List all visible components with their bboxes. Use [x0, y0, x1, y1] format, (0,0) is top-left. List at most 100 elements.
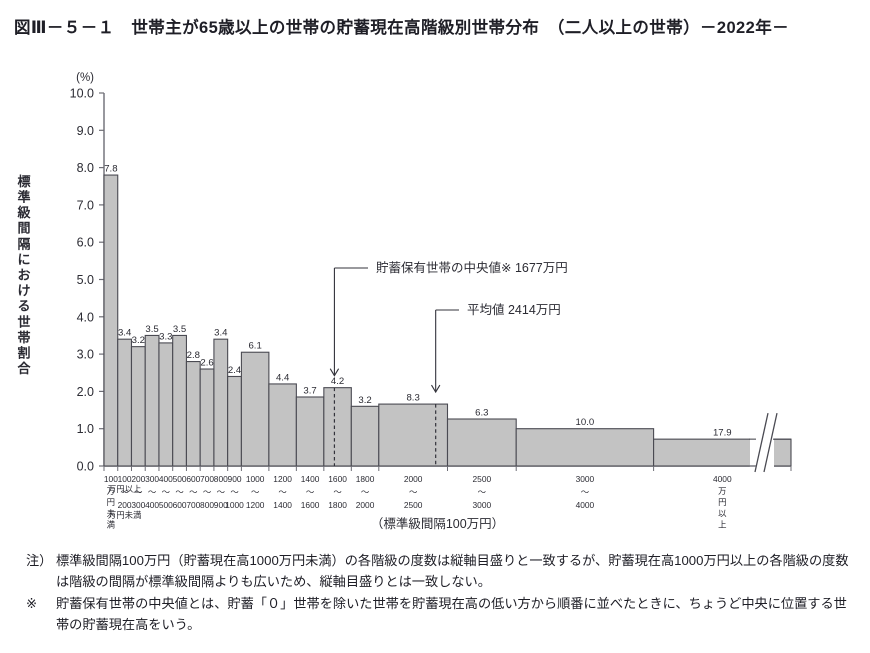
x-axis-tick-label: 300: [131, 500, 145, 510]
y-axis-title-char: に: [17, 252, 30, 267]
y-axis-title-char: 級: [16, 205, 31, 220]
bar-value-label: 8.3: [406, 393, 419, 404]
x-axis-tick-range-mark: 〜: [278, 487, 287, 497]
axis-break-slash: [763, 413, 778, 473]
bar: [130, 346, 146, 467]
median-annotation-label: 貯蓄保有世帯の中央値※ 1677万円: [376, 260, 568, 275]
x-axis-tick-sublabel: 万円以上: [108, 484, 142, 494]
y-axis-tick-label: 7.0: [77, 198, 94, 212]
x-axis-tick-range-mark: 〜: [162, 487, 171, 497]
x-axis-tick-label: 100: [118, 474, 132, 484]
figure-title: 図Ⅲ－５－１ 世帯主が65歳以上の世帯の貯蓄現在高階級別世帯分布 （二人以上の世…: [14, 19, 790, 37]
bar: [323, 387, 352, 467]
x-axis-tick-label: 1600: [301, 500, 320, 510]
x-axis-tick-label-char: 万: [718, 486, 726, 496]
bar-value-label: 3.5: [145, 324, 158, 335]
x-axis-tick-range-mark: 〜: [189, 487, 198, 497]
y-axis-title-char: 隔: [17, 236, 30, 251]
bar: [213, 338, 229, 467]
x-axis-tick-label: 500: [173, 474, 187, 484]
bar-value-label: 6.3: [475, 408, 488, 419]
x-axis-tick-label: 800: [200, 500, 214, 510]
note-row: 注） 標準級間隔100万円（貯蓄現在高1000万円未満）の各階級の度数は縦軸目盛…: [26, 551, 850, 593]
x-axis-tick-range-mark: 〜: [581, 487, 590, 497]
x-axis-tick-label: 600: [173, 500, 187, 510]
x-axis-tick-label: 4000: [576, 500, 595, 510]
bar: [350, 405, 380, 467]
bar-value-label: 4.4: [276, 372, 290, 383]
x-axis-tick-range-mark: 〜: [333, 487, 342, 497]
axis-break-slash: [754, 413, 769, 473]
x-axis-tick-range-mark: 〜: [217, 487, 226, 497]
x-axis-tick-label-char: 万: [107, 486, 115, 496]
bar: [446, 418, 517, 467]
y-axis-tick-label: 5.0: [77, 273, 94, 287]
x-axis-tick-label: 3000: [473, 500, 492, 510]
bar-value-label: 2.4: [228, 365, 242, 376]
y-axis-tick-label: 8.0: [77, 161, 94, 175]
x-axis-tick-range-mark: 〜: [306, 487, 315, 497]
x-axis-tick-label: 1000: [225, 500, 244, 510]
x-axis-tick-label: 1000: [246, 474, 265, 484]
y-axis-tick-label: 0.0: [77, 460, 94, 474]
y-axis-title-char: 合: [17, 361, 31, 376]
bar: [295, 396, 325, 467]
y-axis-title-char: 準: [17, 190, 30, 205]
bar: [199, 368, 215, 467]
x-axis-tick-label: 300: [145, 474, 159, 484]
x-axis-caption: （標準級間隔100万円）: [371, 516, 504, 531]
y-axis-tick-label: 1.0: [77, 422, 94, 436]
household-savings-distribution-chart: 0.0 1.0 2.0 3.0 4.0 5.0 6.0 7.0 8.0 9.0 10.0 (%) 標準級…: [16, 72, 792, 531]
bar-value-label: 2.8: [187, 350, 200, 361]
x-axis-tick-label: 2500: [404, 500, 423, 510]
y-axis-tick-label: 3.0: [77, 348, 94, 362]
x-axis-tick-label: 1200: [246, 500, 265, 510]
x-axis-tick-label-char: 満: [107, 520, 115, 530]
bar: [103, 174, 119, 467]
mean-annotation-label: 平均値 2414万円: [467, 302, 561, 317]
bar: [268, 383, 297, 467]
y-axis-title-char: 割: [17, 346, 30, 361]
y-axis-tick-label: 2.0: [77, 385, 94, 399]
bar: [227, 375, 242, 467]
y-axis-title-char: 間: [17, 221, 30, 236]
x-axis-tick-label: 2000: [356, 500, 375, 510]
x-axis-tick-range-mark: 〜: [134, 487, 143, 497]
bar-value-label: 2.6: [200, 358, 213, 369]
y-axis-tick-label: 4.0: [77, 310, 94, 324]
bar: [172, 334, 187, 467]
x-axis-tick-label-char: 円: [718, 497, 726, 507]
x-axis-tick-label: 900: [228, 474, 242, 484]
x-axis-tick-label: 400: [159, 474, 173, 484]
bar-value-label: 3.4: [118, 328, 132, 339]
x-axis-tick-label: 900: [214, 500, 228, 510]
note-marker: 注）: [26, 553, 53, 568]
x-axis-tick-label: 2000: [404, 474, 423, 484]
bar: [144, 334, 160, 467]
bar-value-label: 3.3: [159, 331, 172, 342]
x-axis-tick-label: 500: [159, 500, 173, 510]
x-axis-tick-range-mark: 〜: [175, 487, 184, 497]
note-marker: ※: [26, 595, 38, 611]
bar-value-label: 6.1: [248, 341, 261, 352]
x-axis-tick-range-mark: 〜: [361, 487, 370, 497]
chart-area: 0.0 1.0 2.0 3.0 4.0 5.0 6.0 7.0 8.0 9.0 10.0 (%) 標準級…: [0, 52, 870, 542]
y-axis-tick-label: 6.0: [77, 236, 94, 250]
bar-value-label: 3.7: [303, 385, 316, 396]
x-axis-tick-label-char: 以: [718, 508, 727, 518]
bar: [117, 338, 133, 467]
x-axis-tick-label: 100: [104, 474, 118, 484]
x-axis-tick-sublabel: 万円未満: [108, 510, 142, 520]
median-annotation-arrow-head: [329, 368, 340, 377]
note-text: 貯蓄保有世帯の中央値とは、貯蓄「０」世帯を除いた世帯を貯蓄現在高の低い方から順番…: [56, 595, 847, 632]
y-axis-tick-label: 9.0: [77, 124, 94, 138]
x-axis-tick-label: 3000: [576, 474, 595, 484]
x-axis-tick-label-char: 円: [107, 497, 115, 507]
x-axis-tick-label: 1800: [328, 500, 347, 510]
bar-value-label: 3.2: [132, 335, 145, 346]
x-axis-tick-range-mark: 〜: [230, 487, 239, 497]
x-axis-tick-label: 400: [145, 500, 159, 510]
note-text: 標準級間隔100万円（貯蓄現在高1000万円未満）の各階級の度数は縦軸目盛りと一…: [56, 553, 849, 589]
bar: [240, 351, 270, 467]
x-axis-tick-label: 1600: [328, 474, 347, 484]
